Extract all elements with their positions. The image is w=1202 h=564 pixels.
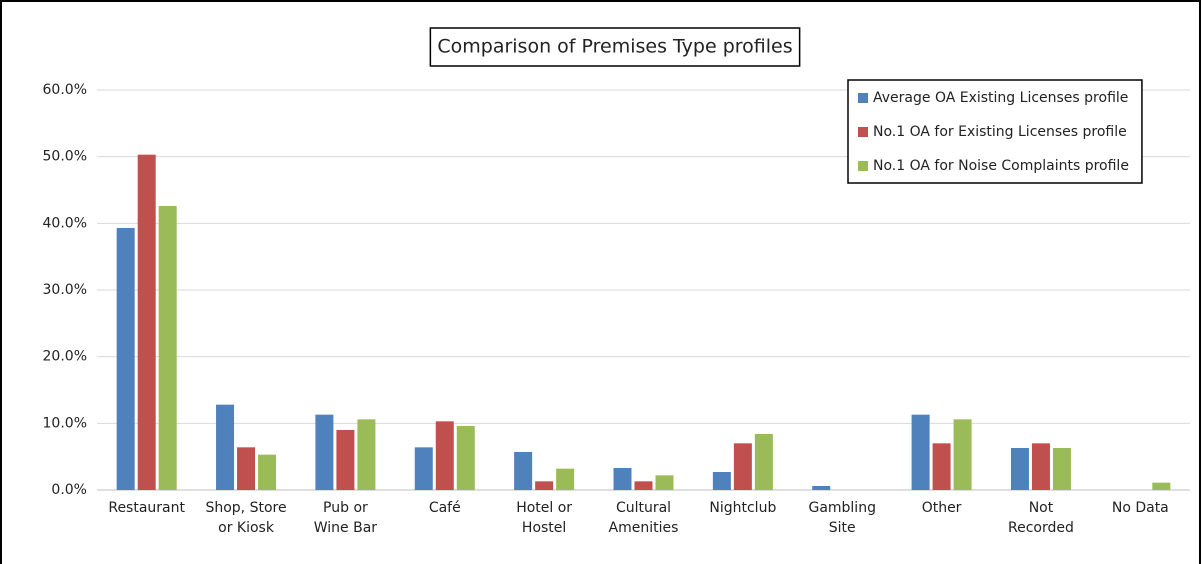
legend-label: Average OA Existing Licenses profile bbox=[873, 90, 1128, 106]
bar bbox=[357, 419, 376, 490]
bar bbox=[414, 447, 433, 490]
bar bbox=[237, 447, 256, 490]
bar bbox=[1152, 482, 1171, 490]
bar bbox=[754, 434, 773, 490]
legend-swatch bbox=[858, 93, 868, 103]
x-tick-label: Restaurant bbox=[108, 500, 185, 516]
y-tick-label: 10.0% bbox=[43, 415, 87, 431]
y-tick-label: 50.0% bbox=[43, 149, 87, 165]
title-box bbox=[429, 27, 801, 67]
bar bbox=[535, 481, 554, 490]
y-tick-label: 30.0% bbox=[43, 282, 87, 298]
bar bbox=[812, 486, 831, 490]
x-tick-label: Gambling Site bbox=[808, 500, 876, 536]
bar bbox=[634, 481, 653, 490]
bar bbox=[953, 419, 972, 490]
bar bbox=[216, 404, 235, 490]
x-tick-label: Café bbox=[428, 500, 461, 516]
x-tick-label: Pub or Wine Bar bbox=[313, 500, 378, 536]
bar bbox=[336, 430, 355, 490]
bar bbox=[137, 154, 156, 490]
bar bbox=[1031, 443, 1050, 490]
legend-label: No.1 OA for Existing Licenses profile bbox=[873, 124, 1127, 140]
x-tick-label: Nightclub bbox=[709, 500, 777, 516]
x-tick-label: No Data bbox=[1111, 500, 1169, 516]
bar bbox=[514, 452, 533, 490]
bar bbox=[733, 443, 752, 490]
x-tick-label: Not Recorded bbox=[1008, 500, 1074, 536]
x-tick-label: Cultural Amenities bbox=[608, 500, 679, 536]
y-tick-label: 20.0% bbox=[43, 349, 87, 365]
legend-swatch bbox=[858, 127, 868, 137]
bar bbox=[258, 454, 277, 490]
bar bbox=[315, 414, 334, 490]
y-tick-label: 40.0% bbox=[43, 215, 87, 231]
legend-label: No.1 OA for Noise Complaints profile bbox=[873, 158, 1129, 174]
y-tick-label: 0.0% bbox=[51, 482, 87, 498]
bar bbox=[932, 443, 951, 490]
chart-title: Comparison of Premises Type profiles bbox=[437, 36, 792, 58]
bar bbox=[613, 468, 632, 490]
x-tick-label: Other bbox=[921, 500, 962, 516]
bar bbox=[712, 472, 731, 490]
legend-box bbox=[847, 79, 1143, 184]
bar bbox=[456, 426, 475, 490]
bar bbox=[435, 421, 454, 490]
bar bbox=[158, 206, 177, 490]
legend-swatch bbox=[858, 161, 868, 171]
x-tick-label: Shop, Store or Kiosk bbox=[205, 500, 287, 536]
y-tick-label: 60.0% bbox=[43, 82, 87, 98]
bar bbox=[911, 414, 930, 490]
bar bbox=[116, 228, 135, 490]
bar bbox=[1010, 448, 1029, 490]
x-tick-label: Hotel or Hostel bbox=[516, 500, 573, 536]
bar bbox=[556, 468, 575, 490]
bar bbox=[655, 475, 674, 490]
bar bbox=[1052, 448, 1071, 490]
